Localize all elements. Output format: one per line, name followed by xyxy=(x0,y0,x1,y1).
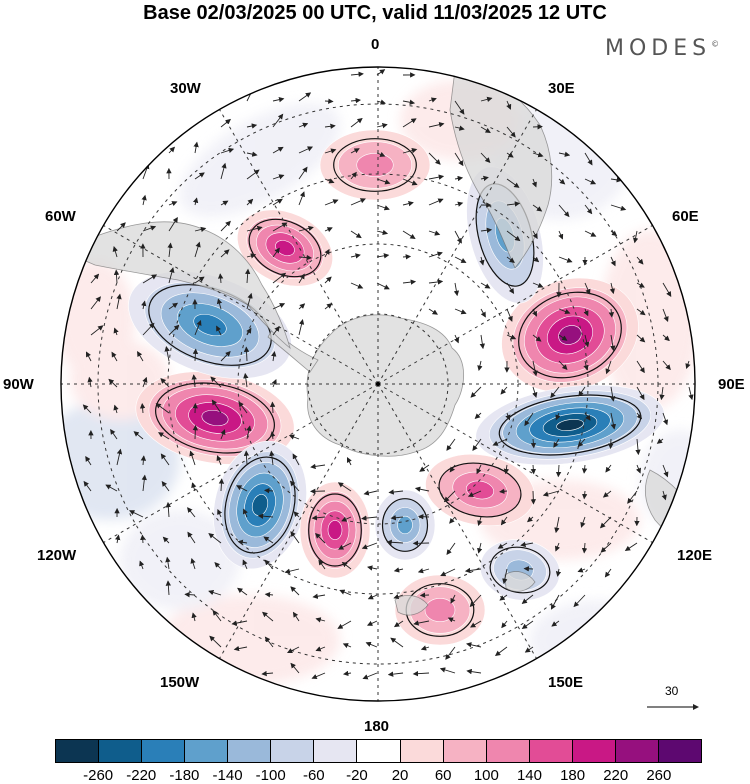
lon-label-30w: 30W xyxy=(170,80,201,97)
colorbar-tick-label: -220 xyxy=(126,767,156,784)
polar-map xyxy=(0,0,750,740)
colorbar-cell xyxy=(314,740,357,762)
colorbar-cell xyxy=(56,740,99,762)
colorbar xyxy=(55,739,702,763)
lon-label-90w: 90W xyxy=(3,376,34,393)
colorbar-cell xyxy=(228,740,271,762)
colorbar-tick-label: 100 xyxy=(474,767,499,784)
colorbar-cell xyxy=(142,740,185,762)
colorbar-cell xyxy=(487,740,530,762)
wind-vector xyxy=(533,491,534,504)
wind-vector xyxy=(272,402,273,413)
colorbar-tick-label: 140 xyxy=(517,767,542,784)
wind-vector xyxy=(325,101,333,102)
lon-label-60e: 60E xyxy=(672,208,699,225)
colorbar-tick-label: 260 xyxy=(646,767,671,784)
colorbar-tick-label: 20 xyxy=(392,767,409,784)
south-pole-marker xyxy=(376,382,380,386)
reference-vector-label: 30 xyxy=(665,684,678,698)
colorbar-cell xyxy=(444,740,487,762)
positive-anomaly xyxy=(300,482,370,578)
colorbar-cell xyxy=(659,740,701,762)
wind-vector xyxy=(611,439,612,448)
lon-label-60w: 60W xyxy=(45,208,76,225)
colorbar-tick-label: 220 xyxy=(603,767,628,784)
colorbar-tick-label: -140 xyxy=(213,767,243,784)
negative-anomaly xyxy=(375,490,435,560)
colorbar-tick-label: -60 xyxy=(303,767,325,784)
wind-vector xyxy=(403,256,410,257)
colorbar-cell xyxy=(401,740,444,762)
lon-label-90e: 90E xyxy=(718,376,745,393)
colorbar-cell xyxy=(616,740,659,762)
colorbar-tick-label: -100 xyxy=(256,767,286,784)
colorbar-cell xyxy=(530,740,573,762)
background-shading xyxy=(530,600,670,680)
lon-label-30e: 30E xyxy=(548,80,575,97)
wind-vector xyxy=(419,516,429,517)
colorbar-cell xyxy=(271,740,314,762)
colorbar-cell xyxy=(99,740,142,762)
colorbar-tick-label: 180 xyxy=(560,767,585,784)
colorbar-tick-label: 60 xyxy=(435,767,452,784)
colorbar-cell xyxy=(573,740,616,762)
colorbar-tick-label: -180 xyxy=(169,767,199,784)
lon-label-120w: 120W xyxy=(37,547,76,564)
colorbar-labels: -260 -220 -180 -140 -100 -60 -20 20 60 100 140 180 2… xyxy=(55,767,702,783)
lon-label-0: 0 xyxy=(371,36,379,53)
colorbar-cell xyxy=(185,740,228,762)
positive-anomaly xyxy=(320,130,430,200)
wind-vector xyxy=(195,426,196,439)
wind-vector xyxy=(524,569,533,570)
lon-label-150w: 150W xyxy=(160,674,199,691)
lon-label-120e: 120E xyxy=(677,547,712,564)
wind-vector xyxy=(142,535,143,543)
colorbar-cell xyxy=(357,740,400,762)
colorbar-tick-label: -20 xyxy=(346,767,368,784)
colorbar-tick-label: -260 xyxy=(83,767,113,784)
lon-label-150e: 150E xyxy=(548,674,583,691)
lon-label-180: 180 xyxy=(364,718,389,735)
